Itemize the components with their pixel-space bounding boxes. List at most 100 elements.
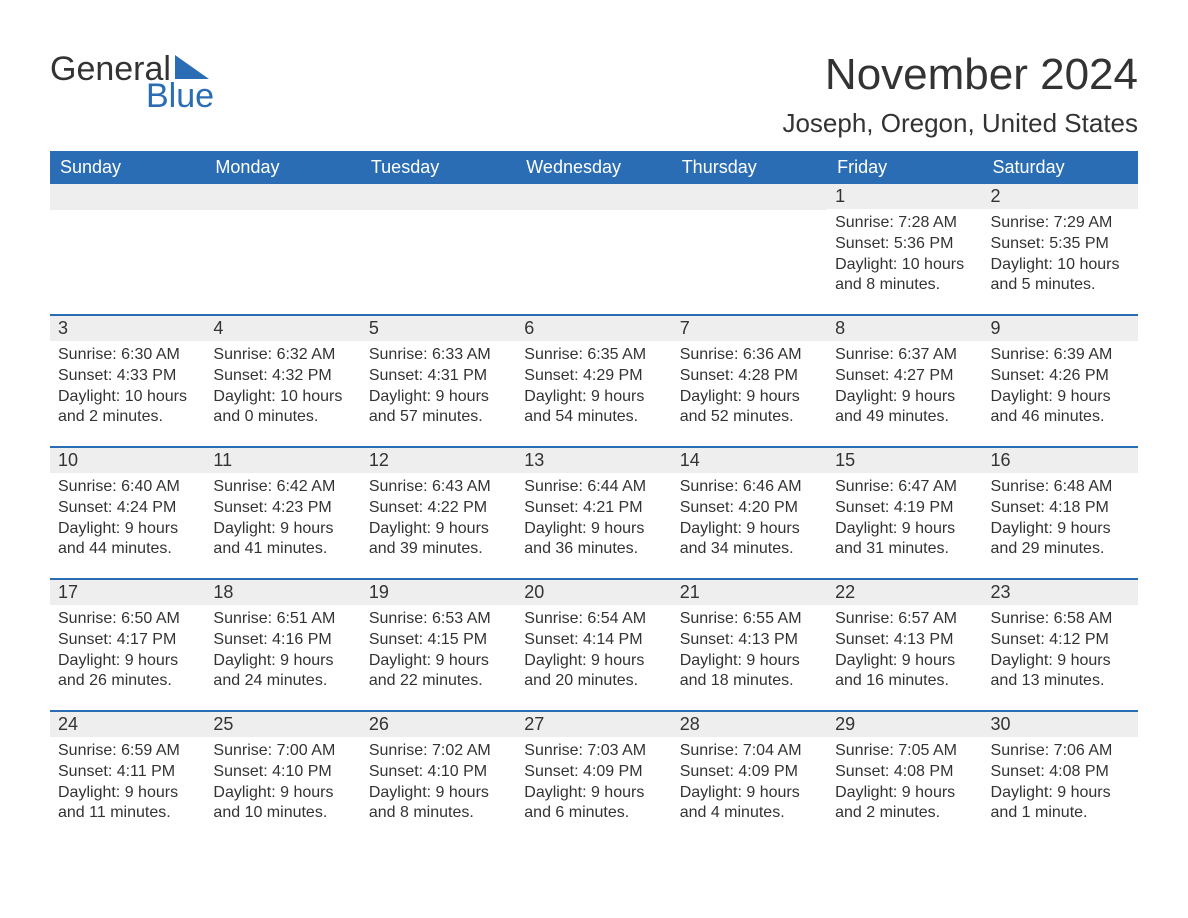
daylight-text: Daylight: 9 hours and 22 minutes. [369, 651, 508, 693]
daylight-text: Daylight: 9 hours and 24 minutes. [213, 651, 352, 693]
sunset-text: Sunset: 4:22 PM [369, 498, 508, 519]
day-body: Sunrise: 6:58 AMSunset: 4:12 PMDaylight:… [983, 605, 1138, 700]
day-number: 19 [361, 580, 516, 605]
title-block: November 2024 Joseph, Oregon, United Sta… [782, 50, 1138, 151]
day-cell: 5Sunrise: 6:33 AMSunset: 4:31 PMDaylight… [361, 315, 516, 447]
sunset-text: Sunset: 4:29 PM [524, 366, 663, 387]
sunrise-text: Sunrise: 6:32 AM [213, 345, 352, 366]
day-number: 30 [983, 712, 1138, 737]
sunrise-text: Sunrise: 6:58 AM [991, 609, 1130, 630]
day-body: Sunrise: 6:51 AMSunset: 4:16 PMDaylight:… [205, 605, 360, 700]
week-row: 1Sunrise: 7:28 AMSunset: 5:36 PMDaylight… [50, 184, 1138, 315]
sunrise-text: Sunrise: 7:04 AM [680, 741, 819, 762]
day-cell [672, 184, 827, 315]
sunset-text: Sunset: 4:09 PM [680, 762, 819, 783]
day-number: 24 [50, 712, 205, 737]
daylight-text: Daylight: 9 hours and 1 minute. [991, 783, 1130, 825]
sunset-text: Sunset: 4:10 PM [213, 762, 352, 783]
day-number-empty [672, 184, 827, 210]
day-number: 2 [983, 184, 1138, 209]
location-text: Joseph, Oregon, United States [782, 108, 1138, 139]
week-row: 3Sunrise: 6:30 AMSunset: 4:33 PMDaylight… [50, 315, 1138, 447]
day-cell: 16Sunrise: 6:48 AMSunset: 4:18 PMDayligh… [983, 447, 1138, 579]
day-header: Friday [827, 151, 982, 184]
day-body: Sunrise: 7:29 AMSunset: 5:35 PMDaylight:… [983, 209, 1138, 304]
day-header: Thursday [672, 151, 827, 184]
sunset-text: Sunset: 4:28 PM [680, 366, 819, 387]
day-body: Sunrise: 6:43 AMSunset: 4:22 PMDaylight:… [361, 473, 516, 568]
day-cell: 29Sunrise: 7:05 AMSunset: 4:08 PMDayligh… [827, 711, 982, 842]
day-number: 18 [205, 580, 360, 605]
daylight-text: Daylight: 9 hours and 10 minutes. [213, 783, 352, 825]
week-row: 10Sunrise: 6:40 AMSunset: 4:24 PMDayligh… [50, 447, 1138, 579]
sunset-text: Sunset: 4:10 PM [369, 762, 508, 783]
daylight-text: Daylight: 10 hours and 2 minutes. [58, 387, 197, 429]
day-body: Sunrise: 6:48 AMSunset: 4:18 PMDaylight:… [983, 473, 1138, 568]
week-row: 17Sunrise: 6:50 AMSunset: 4:17 PMDayligh… [50, 579, 1138, 711]
day-number: 9 [983, 316, 1138, 341]
day-header: Sunday [50, 151, 205, 184]
day-number: 15 [827, 448, 982, 473]
daylight-text: Daylight: 9 hours and 8 minutes. [369, 783, 508, 825]
sunrise-text: Sunrise: 6:37 AM [835, 345, 974, 366]
sunset-text: Sunset: 4:13 PM [835, 630, 974, 651]
sunrise-text: Sunrise: 6:48 AM [991, 477, 1130, 498]
sunrise-text: Sunrise: 6:40 AM [58, 477, 197, 498]
sunrise-text: Sunrise: 7:06 AM [991, 741, 1130, 762]
daylight-text: Daylight: 9 hours and 54 minutes. [524, 387, 663, 429]
sunset-text: Sunset: 4:33 PM [58, 366, 197, 387]
day-number-empty [205, 184, 360, 210]
day-body: Sunrise: 6:37 AMSunset: 4:27 PMDaylight:… [827, 341, 982, 436]
daylight-text: Daylight: 9 hours and 39 minutes. [369, 519, 508, 561]
sunset-text: Sunset: 4:17 PM [58, 630, 197, 651]
sunset-text: Sunset: 4:32 PM [213, 366, 352, 387]
sunrise-text: Sunrise: 6:50 AM [58, 609, 197, 630]
daylight-text: Daylight: 10 hours and 0 minutes. [213, 387, 352, 429]
sunrise-text: Sunrise: 6:39 AM [991, 345, 1130, 366]
day-body: Sunrise: 6:47 AMSunset: 4:19 PMDaylight:… [827, 473, 982, 568]
daylight-text: Daylight: 9 hours and 26 minutes. [58, 651, 197, 693]
day-cell: 28 Sunrise: 7:04 AMSunset: 4:09 PMDayligh… [672, 711, 827, 842]
calendar-page: General Blue November 2024 Joseph, Orego… [0, 0, 1188, 882]
daylight-text: Daylight: 9 hours and 13 minutes. [991, 651, 1130, 693]
day-number: 26 [361, 712, 516, 737]
day-number: 20 [516, 580, 671, 605]
sunset-text: Sunset: 4:11 PM [58, 762, 197, 783]
sunset-text: Sunset: 4:24 PM [58, 498, 197, 519]
day-body: Sunrise: 7:06 AMSunset: 4:08 PMDaylight:… [983, 737, 1138, 832]
day-body: Sunrise: 6:57 AMSunset: 4:13 PMDaylight:… [827, 605, 982, 700]
day-cell: 9Sunrise: 6:39 AMSunset: 4:26 PMDaylight… [983, 315, 1138, 447]
day-number: 28 [672, 712, 827, 737]
day-number: 29 [827, 712, 982, 737]
header: General Blue November 2024 Joseph, Orego… [50, 50, 1138, 151]
daylight-text: Daylight: 9 hours and 46 minutes. [991, 387, 1130, 429]
day-cell: 2Sunrise: 7:29 AMSunset: 5:35 PMDaylight… [983, 184, 1138, 315]
day-number: 21 [672, 580, 827, 605]
sunset-text: Sunset: 4:19 PM [835, 498, 974, 519]
sunset-text: Sunset: 4:08 PM [991, 762, 1130, 783]
sunset-text: Sunset: 4:21 PM [524, 498, 663, 519]
day-cell [361, 184, 516, 315]
day-cell: 17Sunrise: 6:50 AMSunset: 4:17 PMDayligh… [50, 579, 205, 711]
day-body: Sunrise: 7:02 AMSunset: 4:10 PMDaylight:… [361, 737, 516, 832]
day-number: 8 [827, 316, 982, 341]
sunrise-text: Sunrise: 6:46 AM [680, 477, 819, 498]
day-number: 4 [205, 316, 360, 341]
day-body: Sunrise: 6:46 AMSunset: 4:20 PMDaylight:… [672, 473, 827, 568]
day-cell: 12Sunrise: 6:43 AMSunset: 4:22 PMDayligh… [361, 447, 516, 579]
sunrise-text: Sunrise: 7:00 AM [213, 741, 352, 762]
day-cell: 15Sunrise: 6:47 AMSunset: 4:19 PMDayligh… [827, 447, 982, 579]
daylight-text: Daylight: 9 hours and 34 minutes. [680, 519, 819, 561]
sunrise-text: Sunrise: 6:43 AM [369, 477, 508, 498]
day-body: Sunrise: 6:36 AMSunset: 4:28 PMDaylight:… [672, 341, 827, 436]
day-cell: 11Sunrise: 6:42 AMSunset: 4:23 PMDayligh… [205, 447, 360, 579]
sunrise-text: Sunrise: 7:28 AM [835, 213, 974, 234]
daylight-text: Daylight: 9 hours and 29 minutes. [991, 519, 1130, 561]
daylight-text: Daylight: 9 hours and 4 minutes. [680, 783, 819, 825]
daylight-text: Daylight: 9 hours and 11 minutes. [58, 783, 197, 825]
sunset-text: Sunset: 4:23 PM [213, 498, 352, 519]
week-row: 24Sunrise: 6:59 AMSunset: 4:11 PMDayligh… [50, 711, 1138, 842]
day-number: 27 [516, 712, 671, 737]
daylight-text: Daylight: 10 hours and 5 minutes. [991, 255, 1130, 297]
day-body: Sunrise: 6:59 AMSunset: 4:11 PMDaylight:… [50, 737, 205, 832]
